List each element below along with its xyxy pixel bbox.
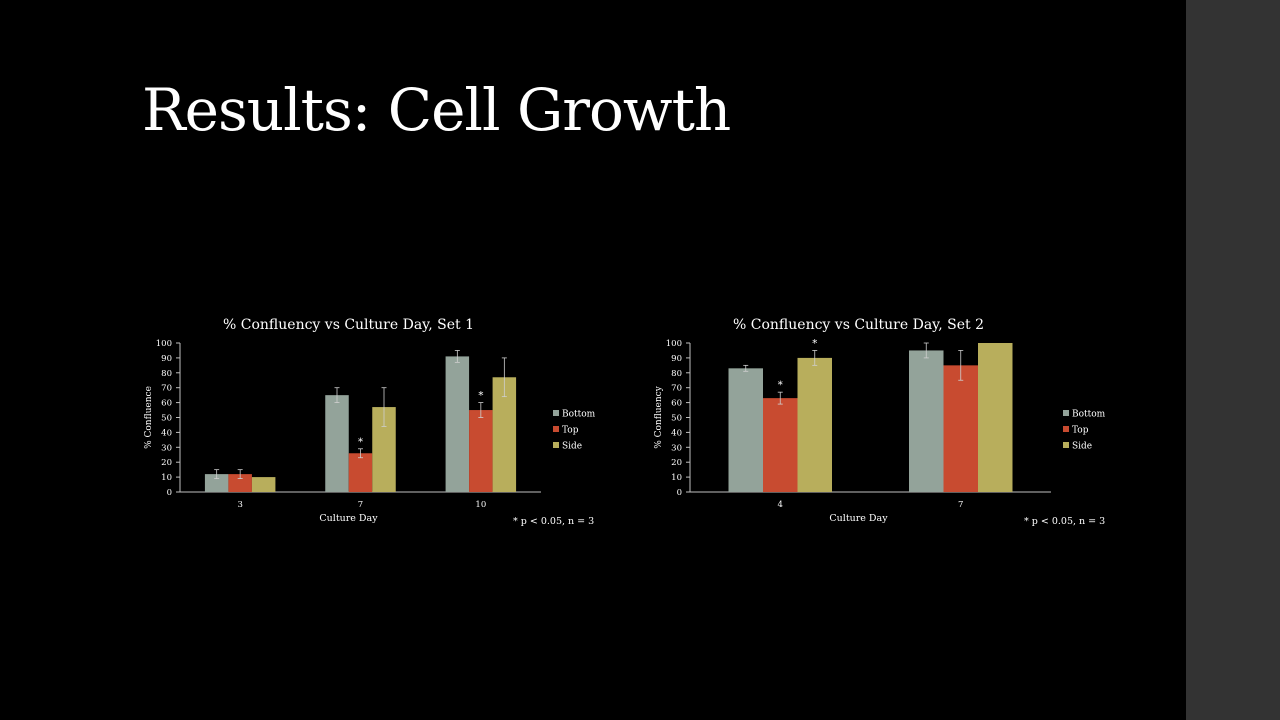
bar-side-10 xyxy=(492,377,517,492)
side-panel xyxy=(1186,0,1280,720)
y-tick-label: 60 xyxy=(671,399,682,409)
bar-bottom-7 xyxy=(909,350,944,492)
bar-top-7 xyxy=(943,365,978,492)
y-tick-label: 20 xyxy=(161,458,172,468)
legend-label-side: Side xyxy=(1072,442,1092,452)
legend-label-bottom: Bottom xyxy=(1072,410,1106,420)
bar-bottom-10 xyxy=(445,356,470,492)
legend-swatch-bottom xyxy=(1063,410,1069,416)
significance-marker: * xyxy=(812,338,817,349)
y-tick-label: 80 xyxy=(161,369,172,379)
x-tick-label: 4 xyxy=(778,500,783,510)
legend-swatch-top xyxy=(1063,426,1069,432)
y-tick-label: 60 xyxy=(161,399,172,409)
footnote-set-2: * p < 0.05, n = 3 xyxy=(1024,516,1106,527)
y-tick-label: 40 xyxy=(161,428,172,438)
bar-bottom-4 xyxy=(728,368,763,492)
legend-swatch-side xyxy=(1063,442,1069,448)
bar-side-7 xyxy=(978,343,1013,492)
slide: Results: Cell Growth % Confluency vs Cul… xyxy=(142,76,1106,527)
x-tick-label: 3 xyxy=(237,500,242,510)
chart-title: % Confluency vs Culture Day, Set 2 xyxy=(733,317,984,333)
bar-bottom-7 xyxy=(325,395,349,492)
bar-top-4 xyxy=(763,398,798,492)
significance-marker: * xyxy=(478,391,483,402)
legend-swatch-top xyxy=(553,426,559,432)
footnote-set-1: * p < 0.05, n = 3 xyxy=(513,516,595,527)
y-tick-label: 100 xyxy=(666,339,682,349)
chart-set-1: % Confluency vs Culture Day, Set 1 0 10 20 3… xyxy=(144,317,596,524)
significance-marker: * xyxy=(778,380,783,391)
legend-label-bottom: Bottom xyxy=(562,410,596,420)
significance-marker: * xyxy=(358,437,363,448)
y-tick-label: 0 xyxy=(167,488,172,498)
chart-set-2: % Confluency vs Culture Day, Set 2 0 10 20 3… xyxy=(654,317,1106,524)
bar-top-3 xyxy=(228,474,252,492)
y-tick-label: 100 xyxy=(156,339,172,349)
x-axis-label: Culture Day xyxy=(829,513,888,524)
bar-top-10 xyxy=(469,410,493,492)
y-axis-label: % Confluence xyxy=(144,386,154,449)
y-tick-label: 80 xyxy=(671,369,682,379)
legend-swatch-bottom xyxy=(553,410,559,416)
y-tick-label: 70 xyxy=(161,384,172,394)
legend-swatch-side xyxy=(553,442,559,448)
y-tick-label: 90 xyxy=(671,354,682,364)
y-tick-label: 90 xyxy=(161,354,172,364)
bar-side-4 xyxy=(797,357,832,492)
y-tick-label: 0 xyxy=(677,488,682,498)
y-tick-label: 70 xyxy=(671,384,682,394)
x-axis-label: Culture Day xyxy=(319,513,378,524)
bar-bottom-3 xyxy=(204,474,229,492)
bar-side-3 xyxy=(251,477,276,492)
y-tick-label: 20 xyxy=(671,458,682,468)
x-tick-label: 10 xyxy=(475,500,486,510)
y-tick-label: 50 xyxy=(161,414,172,424)
y-tick-label: 50 xyxy=(671,414,682,424)
y-tick-label: 10 xyxy=(671,473,682,483)
y-tick-label: 40 xyxy=(671,428,682,438)
x-tick-label: 7 xyxy=(358,500,363,510)
slide-title: Results: Cell Growth xyxy=(142,76,731,144)
x-tick-label: 7 xyxy=(958,500,963,510)
legend-label-top: Top xyxy=(562,426,579,436)
bar-top-7 xyxy=(348,453,373,492)
y-tick-label: 30 xyxy=(161,443,172,453)
y-tick-label: 30 xyxy=(671,443,682,453)
chart-title: % Confluency vs Culture Day, Set 1 xyxy=(223,317,474,333)
legend-label-top: Top xyxy=(1072,426,1089,436)
y-tick-label: 10 xyxy=(161,473,172,483)
bar-side-7 xyxy=(372,407,396,492)
legend-label-side: Side xyxy=(562,442,582,452)
y-axis-label: % Confluency xyxy=(654,385,664,448)
